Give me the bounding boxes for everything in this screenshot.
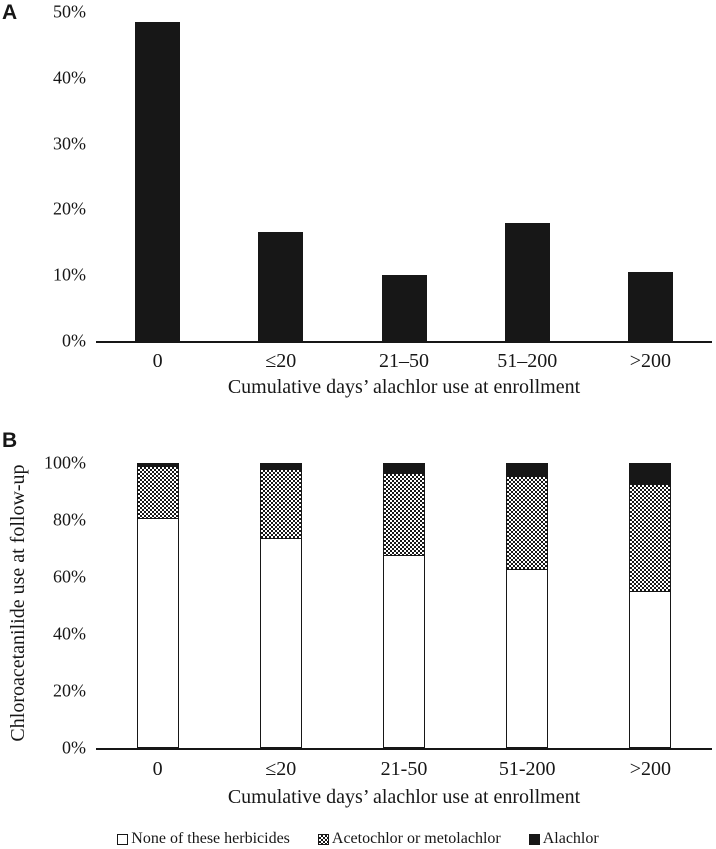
bar (627, 271, 673, 341)
legend-item: Acetochlor or metolachlor (317, 830, 501, 847)
x-tick-label: 0 (152, 350, 163, 372)
segment-white (507, 568, 548, 747)
y-tick-label: 10% (53, 264, 86, 285)
x-tick-label: ≤20 (265, 758, 297, 780)
y-tick-label: 20% (53, 199, 86, 220)
x-tick-label: 51–200 (497, 350, 558, 372)
bar (258, 232, 304, 341)
segment-black (137, 464, 178, 467)
bar-slot (219, 463, 342, 748)
bar-slot (589, 12, 712, 341)
x-tick-label: 21–50 (379, 350, 429, 372)
bar-slot (96, 463, 219, 748)
stacked-bar (383, 463, 425, 748)
bar-slot (589, 463, 712, 748)
panel-b-y-axis: 0% 20% 40% 60% 80% 100% (0, 454, 86, 757)
panel-a-x-axis: 0 ≤20 21–50 51–200 >200 (96, 350, 712, 373)
panel-a-label: A (2, 1, 18, 24)
segment-white (137, 517, 178, 747)
legend-swatch-black-icon (528, 833, 540, 845)
legend-item: None of these herbicides (117, 831, 290, 847)
y-tick-label: 0% (62, 737, 86, 758)
panel-a-y-axis: 0% 10% 20% 30% 40% 50% (0, 3, 86, 350)
bar-slot (466, 463, 589, 748)
panel-b-x-axis-title: Cumulative days’ alachlor use at enrollm… (227, 786, 581, 808)
bar (135, 21, 181, 341)
legend-swatch-white-icon (117, 833, 129, 845)
panel-b-x-axis: 0 ≤20 21-50 51-200 >200 (96, 758, 712, 781)
segment-white (630, 591, 671, 747)
stacked-bar (259, 463, 302, 748)
legend-label: None of these herbicides (131, 830, 290, 847)
legend-label: Alachlor (542, 830, 599, 847)
y-tick-label: 80% (53, 509, 86, 530)
y-tick-label: 40% (53, 67, 86, 88)
y-tick-label: 60% (53, 566, 86, 587)
segment-dotted (630, 485, 671, 592)
legend-label: Acetochlor or metolachlor (331, 830, 501, 847)
segment-dotted (384, 473, 424, 555)
panel-b-bars (96, 463, 712, 748)
bar-slot (466, 12, 589, 341)
segment-black (507, 464, 548, 477)
panel-a-bars (96, 12, 712, 341)
legend-swatch-dotted-icon (317, 833, 329, 845)
x-tick-label: >200 (629, 350, 672, 372)
bar (504, 222, 550, 341)
segment-dotted (507, 476, 548, 569)
stacked-bar (629, 463, 672, 748)
bar-slot (219, 12, 342, 341)
panel-a-plot-area (96, 12, 712, 343)
panel-b-plot-area (96, 463, 712, 750)
panel-b-label: B (2, 429, 18, 452)
segment-white (384, 554, 424, 747)
segment-black (260, 464, 301, 470)
segment-dotted (260, 469, 301, 538)
stacked-bar (136, 463, 179, 748)
y-tick-label: 0% (62, 330, 86, 351)
x-tick-label: 21-50 (380, 758, 428, 780)
stacked-bar (506, 463, 549, 748)
y-tick-label: 100% (44, 452, 86, 473)
bar-slot (96, 12, 219, 341)
bar (381, 275, 427, 341)
legend-item: Alachlor (528, 830, 599, 847)
x-tick-label: >200 (629, 758, 672, 780)
y-tick-label: 30% (53, 133, 86, 154)
segment-dotted (137, 466, 178, 518)
y-tick-label: 40% (53, 623, 86, 644)
bar-slot (342, 12, 465, 341)
segment-black (384, 464, 424, 474)
panel-a-x-axis-title: Cumulative days’ alachlor use at enrollm… (227, 376, 581, 398)
y-tick-label: 50% (53, 1, 86, 22)
bar-slot (342, 463, 465, 748)
x-tick-label: ≤20 (265, 350, 297, 372)
y-tick-label: 20% (53, 680, 86, 701)
legend: None of these herbicides Acetochlor or me… (0, 831, 716, 847)
x-tick-label: 0 (152, 758, 163, 780)
x-tick-label: 51-200 (498, 758, 556, 780)
segment-white (260, 537, 301, 747)
segment-black (630, 464, 671, 486)
